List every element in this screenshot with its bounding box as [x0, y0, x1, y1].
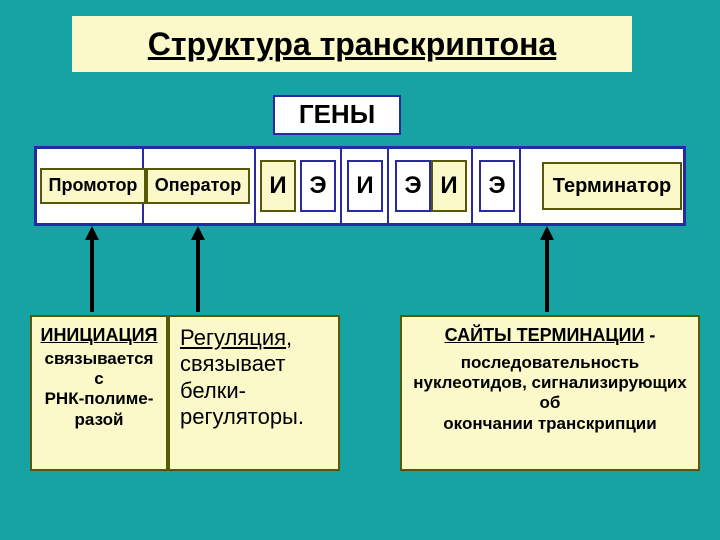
arrow-shaft: [196, 238, 200, 312]
regulation-box: Регуляция, связывает белки- регуляторы.: [168, 315, 340, 471]
genes-label: ГЕНЫ: [273, 95, 401, 135]
segment-e1: Э: [300, 160, 336, 212]
segment-i1: И: [260, 160, 296, 212]
termination-heading-suffix: -: [644, 325, 655, 345]
termination-heading-line: САЙТЫ ТЕРМИНАЦИИ -: [445, 325, 656, 347]
initiation-heading: ИНИЦИАЦИЯ: [41, 325, 158, 347]
diagram-title-text: Структура транскриптона: [148, 25, 556, 63]
track-divider: [471, 146, 473, 226]
arrow-termination: [540, 226, 554, 312]
initiation-body: связывается с РНК-полиме- разой: [45, 349, 154, 431]
track-divider: [254, 146, 256, 226]
track-divider: [519, 146, 521, 226]
track-divider: [340, 146, 342, 226]
segment-i3: И: [431, 160, 467, 212]
arrow-shaft: [545, 238, 549, 312]
segment-operator: Оператор: [146, 168, 250, 204]
segment-e3: Э: [479, 160, 515, 212]
diagram-title: Структура транскриптона: [72, 16, 632, 72]
arrow-initiation: [85, 226, 99, 312]
segment-e2: Э: [395, 160, 431, 212]
initiation-box: ИНИЦИАЦИЯсвязывается с РНК-полиме- разой: [30, 315, 168, 471]
segment-i2: И: [347, 160, 383, 212]
arrow-shaft: [90, 238, 94, 312]
diagram-root: Структура транскриптона ГЕНЫ ПромоторОпера…: [0, 0, 720, 540]
regulation-heading: Регуляция: [180, 325, 286, 350]
arrow-regulation: [191, 226, 205, 312]
segment-terminator: Терминатор: [542, 162, 682, 210]
termination-body: последовательность нуклеотидов, сигнализ…: [410, 353, 690, 435]
track-divider: [387, 146, 389, 226]
termination-heading: САЙТЫ ТЕРМИНАЦИИ: [445, 325, 645, 345]
termination-box: САЙТЫ ТЕРМИНАЦИИ - последовательность нук…: [400, 315, 700, 471]
segment-promoter: Промотор: [40, 168, 146, 204]
